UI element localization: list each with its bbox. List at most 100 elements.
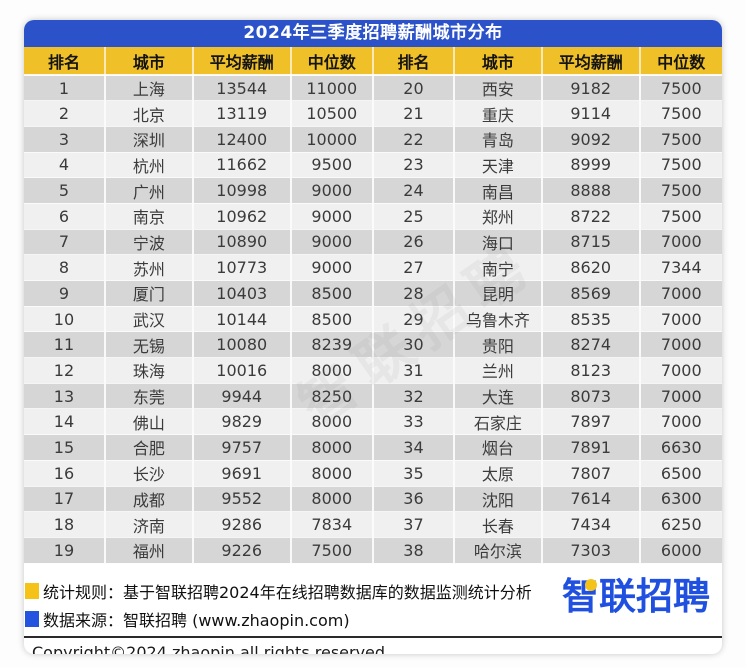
table-cell: 8500 <box>290 280 374 307</box>
table-cell: 5 <box>24 177 106 204</box>
table-cell: 19 <box>24 537 106 564</box>
footer: 统计规则：基于智联招聘2024年在线招聘数据库的数据监测统计分析 数据来源：智联… <box>24 564 722 630</box>
table-row: 16 长沙 9691 8000 35 太原 7807 6500 <box>24 460 722 487</box>
table-cell: 15 <box>24 434 106 461</box>
table-cell: 7000 <box>639 306 722 333</box>
table-cell: 兰州 <box>453 357 543 384</box>
table-cell: 深圳 <box>104 126 194 153</box>
column-header: 平均薪酬 <box>541 47 641 76</box>
table-cell: 10016 <box>192 357 292 384</box>
copyright: Copyright©2024 zhaopin all rights reserv… <box>24 635 722 654</box>
column-header: 中位数 <box>639 47 722 76</box>
table-cell: 13 <box>24 383 106 410</box>
table-cell: 7834 <box>290 511 374 538</box>
table-cell: 7891 <box>541 434 641 461</box>
data-source-text: 数据来源：智联招聘 (www.zhaopin.com) <box>43 610 350 630</box>
zhaopin-logo: 智联招聘 <box>562 578 710 615</box>
table-cell: 10 <box>24 306 106 333</box>
table-cell: 33 <box>372 408 455 436</box>
table-cell: 31 <box>372 357 455 384</box>
table-cell: 17 <box>24 486 106 513</box>
table-cell: 7897 <box>541 408 641 436</box>
table-cell: 8500 <box>290 306 374 333</box>
table-cell: 7000 <box>639 331 722 359</box>
table-cell: 21 <box>372 100 455 127</box>
table-cell: 36 <box>372 486 455 513</box>
table-row: 13 东莞 9944 8250 32 大连 8073 7000 <box>24 383 722 410</box>
table-cell: 7807 <box>541 460 641 487</box>
table-cell: 8000 <box>290 357 374 384</box>
table-cell: 6300 <box>639 486 722 513</box>
table-cell: 8722 <box>541 203 641 230</box>
table-cell: 7500 <box>639 203 722 230</box>
table-cell: 10890 <box>192 229 292 256</box>
table-row: 17 成都 9552 8000 36 沈阳 7614 6300 <box>24 486 722 513</box>
table-cell: 6500 <box>639 460 722 487</box>
table-cell: 10998 <box>192 177 292 204</box>
table-header-row: 排名 城市 平均薪酬 中位数 排名 城市 平均薪酬 中位数 <box>24 47 722 76</box>
table-cell: 9286 <box>192 511 292 538</box>
column-header: 排名 <box>24 47 106 76</box>
table-cell: 7000 <box>639 280 722 307</box>
table-cell: 长春 <box>453 511 543 538</box>
table-cell: 宁波 <box>104 229 194 256</box>
table-cell: 8239 <box>290 331 374 359</box>
table-cell: 7500 <box>290 537 374 564</box>
table-cell: 长沙 <box>104 460 194 487</box>
table-cell: 12400 <box>192 126 292 153</box>
column-header: 平均薪酬 <box>192 47 292 76</box>
table-cell: 太原 <box>453 460 543 487</box>
table-cell: 8620 <box>541 254 641 281</box>
table-cell: 11 <box>24 331 106 359</box>
table-cell: 珠海 <box>104 357 194 384</box>
table-cell: 8535 <box>541 306 641 333</box>
table-cell: 东莞 <box>104 383 194 410</box>
table-cell: 10144 <box>192 306 292 333</box>
table-cell: 16 <box>24 460 106 487</box>
table-cell: 8073 <box>541 383 641 410</box>
table-cell: 9226 <box>192 537 292 564</box>
table-row: 14 佛山 9829 8000 33 石家庄 7897 7000 <box>24 408 722 436</box>
table-cell: 7614 <box>541 486 641 513</box>
table-cell: 9757 <box>192 434 292 461</box>
table-cell: 苏州 <box>104 254 194 281</box>
table-cell: 北京 <box>104 100 194 127</box>
table-cell: 8000 <box>290 486 374 513</box>
table-row: 7 宁波 10890 9000 26 海口 8715 7000 <box>24 229 722 256</box>
table-row: 18 济南 9286 7834 37 长春 7434 6250 <box>24 511 722 538</box>
table-cell: 7000 <box>639 408 722 436</box>
table-cell: 6630 <box>639 434 722 461</box>
table-cell: 22 <box>372 126 455 153</box>
table-cell: 8123 <box>541 357 641 384</box>
table-cell: 8000 <box>290 460 374 487</box>
table-cell: 9 <box>24 280 106 307</box>
table-cell: 9000 <box>290 229 374 256</box>
table-cell: 6250 <box>639 511 722 538</box>
table-cell: 9092 <box>541 126 641 153</box>
table-cell: 23 <box>372 152 455 179</box>
data-source-note: 数据来源：智联招聘 (www.zhaopin.com) <box>25 608 722 630</box>
table-row: 9 厦门 10403 8500 28 昆明 8569 7000 <box>24 280 722 307</box>
table-row: 1 上海 13544 11000 20 西安 9182 7500 <box>24 75 722 102</box>
logo-text: 智联招聘 <box>562 574 710 618</box>
table-row: 2 北京 13119 10500 21 重庆 9114 7500 <box>24 100 722 127</box>
table-cell: 13544 <box>192 75 292 102</box>
table-cell: 佛山 <box>104 408 194 436</box>
table-cell: 上海 <box>104 75 194 102</box>
table-cell: 9000 <box>290 254 374 281</box>
table-cell: 9829 <box>192 408 292 436</box>
table-cell: 6 <box>24 203 106 230</box>
table-cell: 昆明 <box>453 280 543 307</box>
table-cell: 11000 <box>290 75 374 102</box>
table-cell: 郑州 <box>453 203 543 230</box>
table-cell: 无锡 <box>104 331 194 359</box>
table-cell: 26 <box>372 229 455 256</box>
salary-table: 排名 城市 平均薪酬 中位数 排名 城市 平均薪酬 中位数 1 上海 13544 11000 20 西安… <box>24 47 722 564</box>
table-cell: 1 <box>24 75 106 102</box>
table-cell: 24 <box>372 177 455 204</box>
table-cell: 武汉 <box>104 306 194 333</box>
column-header: 排名 <box>372 47 455 76</box>
table-cell: 7500 <box>639 126 722 153</box>
table-cell: 7344 <box>639 254 722 281</box>
table-cell: 7500 <box>639 100 722 127</box>
